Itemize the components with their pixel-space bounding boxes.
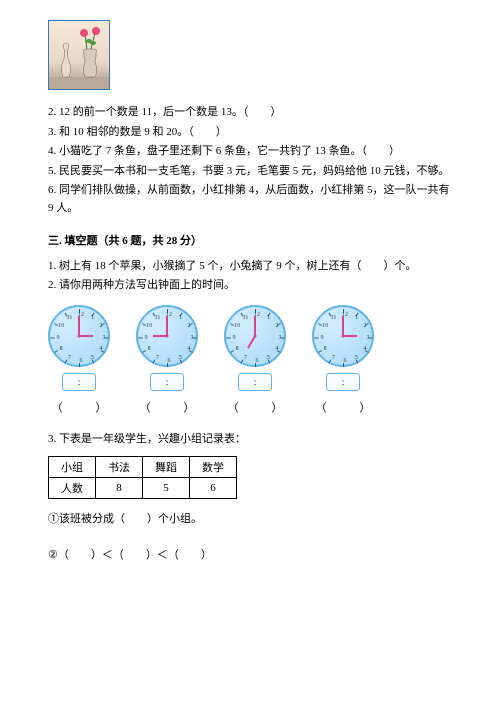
answer-paren: （ ） <box>228 399 283 415</box>
question-4: 4. 小猫吃了 7 条鱼，盘子里还剩下 6 条鱼，它一共钓了 13 条鱼。（ ） <box>48 143 452 161</box>
clock-face: 121234567891011 <box>224 305 286 367</box>
th-math: 数学 <box>190 457 237 478</box>
clocks-row: 121234567891011:（ ）121234567891011:（ ）12… <box>48 305 452 415</box>
question-2: 2. 12 的前一个数是 11，后一个数是 13。（ ） <box>48 104 452 122</box>
answer-paren: （ ） <box>52 399 107 415</box>
th-calligraphy: 书法 <box>96 457 143 478</box>
td-dance: 5 <box>143 478 190 499</box>
s3-question-2: 2. 请你用两种方法写出钟面上的时间。 <box>48 277 452 295</box>
td-math: 6 <box>190 478 237 499</box>
td-label: 人数 <box>49 478 96 499</box>
s3-question-1: 1. 树上有 18 个苹果，小猴摘了 5 个，小兔摘了 9 个，树上还有（ ）个… <box>48 258 452 276</box>
table-row: 人数 8 5 6 <box>49 478 237 499</box>
td-calligraphy: 8 <box>96 478 143 499</box>
answer-paren: （ ） <box>316 399 371 415</box>
th-group: 小组 <box>49 457 96 478</box>
clock-face: 121234567891011 <box>136 305 198 367</box>
table-row: 小组 书法 舞蹈 数学 <box>49 457 237 478</box>
question-6: 6. 同学们排队做操，从前面数，小红排第 4，从后面数，小红排第 5，这一队一共… <box>48 182 452 217</box>
clock-block: 121234567891011: （ ） <box>48 305 110 415</box>
clock-block: 121234567891011: （ ） <box>224 305 286 415</box>
answer-paren: （ ） <box>140 399 195 415</box>
question-5: 5. 民民要买一本书和一支毛笔，书要 3 元，毛笔要 5 元，妈妈给他 10 元… <box>48 163 452 181</box>
time-input-box: : <box>150 373 184 391</box>
question-3: 3. 和 10 相邻的数是 9 和 20。（ ） <box>48 124 452 142</box>
clock-face: 121234567891011 <box>312 305 374 367</box>
s3-sub1: ①该班被分成（ ）个小组。 <box>48 511 452 529</box>
s3-sub2: ②（ ）＜（ ）＜（ ） <box>48 547 452 565</box>
vase-illustration <box>48 20 110 90</box>
th-dance: 舞蹈 <box>143 457 190 478</box>
time-input-box: : <box>326 373 360 391</box>
time-input-box: : <box>238 373 272 391</box>
s3-question-3: 3. 下表是一年级学生，兴趣小组记录表： <box>48 431 452 449</box>
clock-block: 121234567891011: （ ） <box>136 305 198 415</box>
interest-group-table: 小组 书法 舞蹈 数学 人数 8 5 6 <box>48 456 237 499</box>
clock-block: 121234567891011: （ ） <box>312 305 374 415</box>
time-input-box: : <box>62 373 96 391</box>
clock-face: 121234567891011 <box>48 305 110 367</box>
section-3-title: 三. 填空题（共 6 题，共 28 分） <box>48 232 452 248</box>
